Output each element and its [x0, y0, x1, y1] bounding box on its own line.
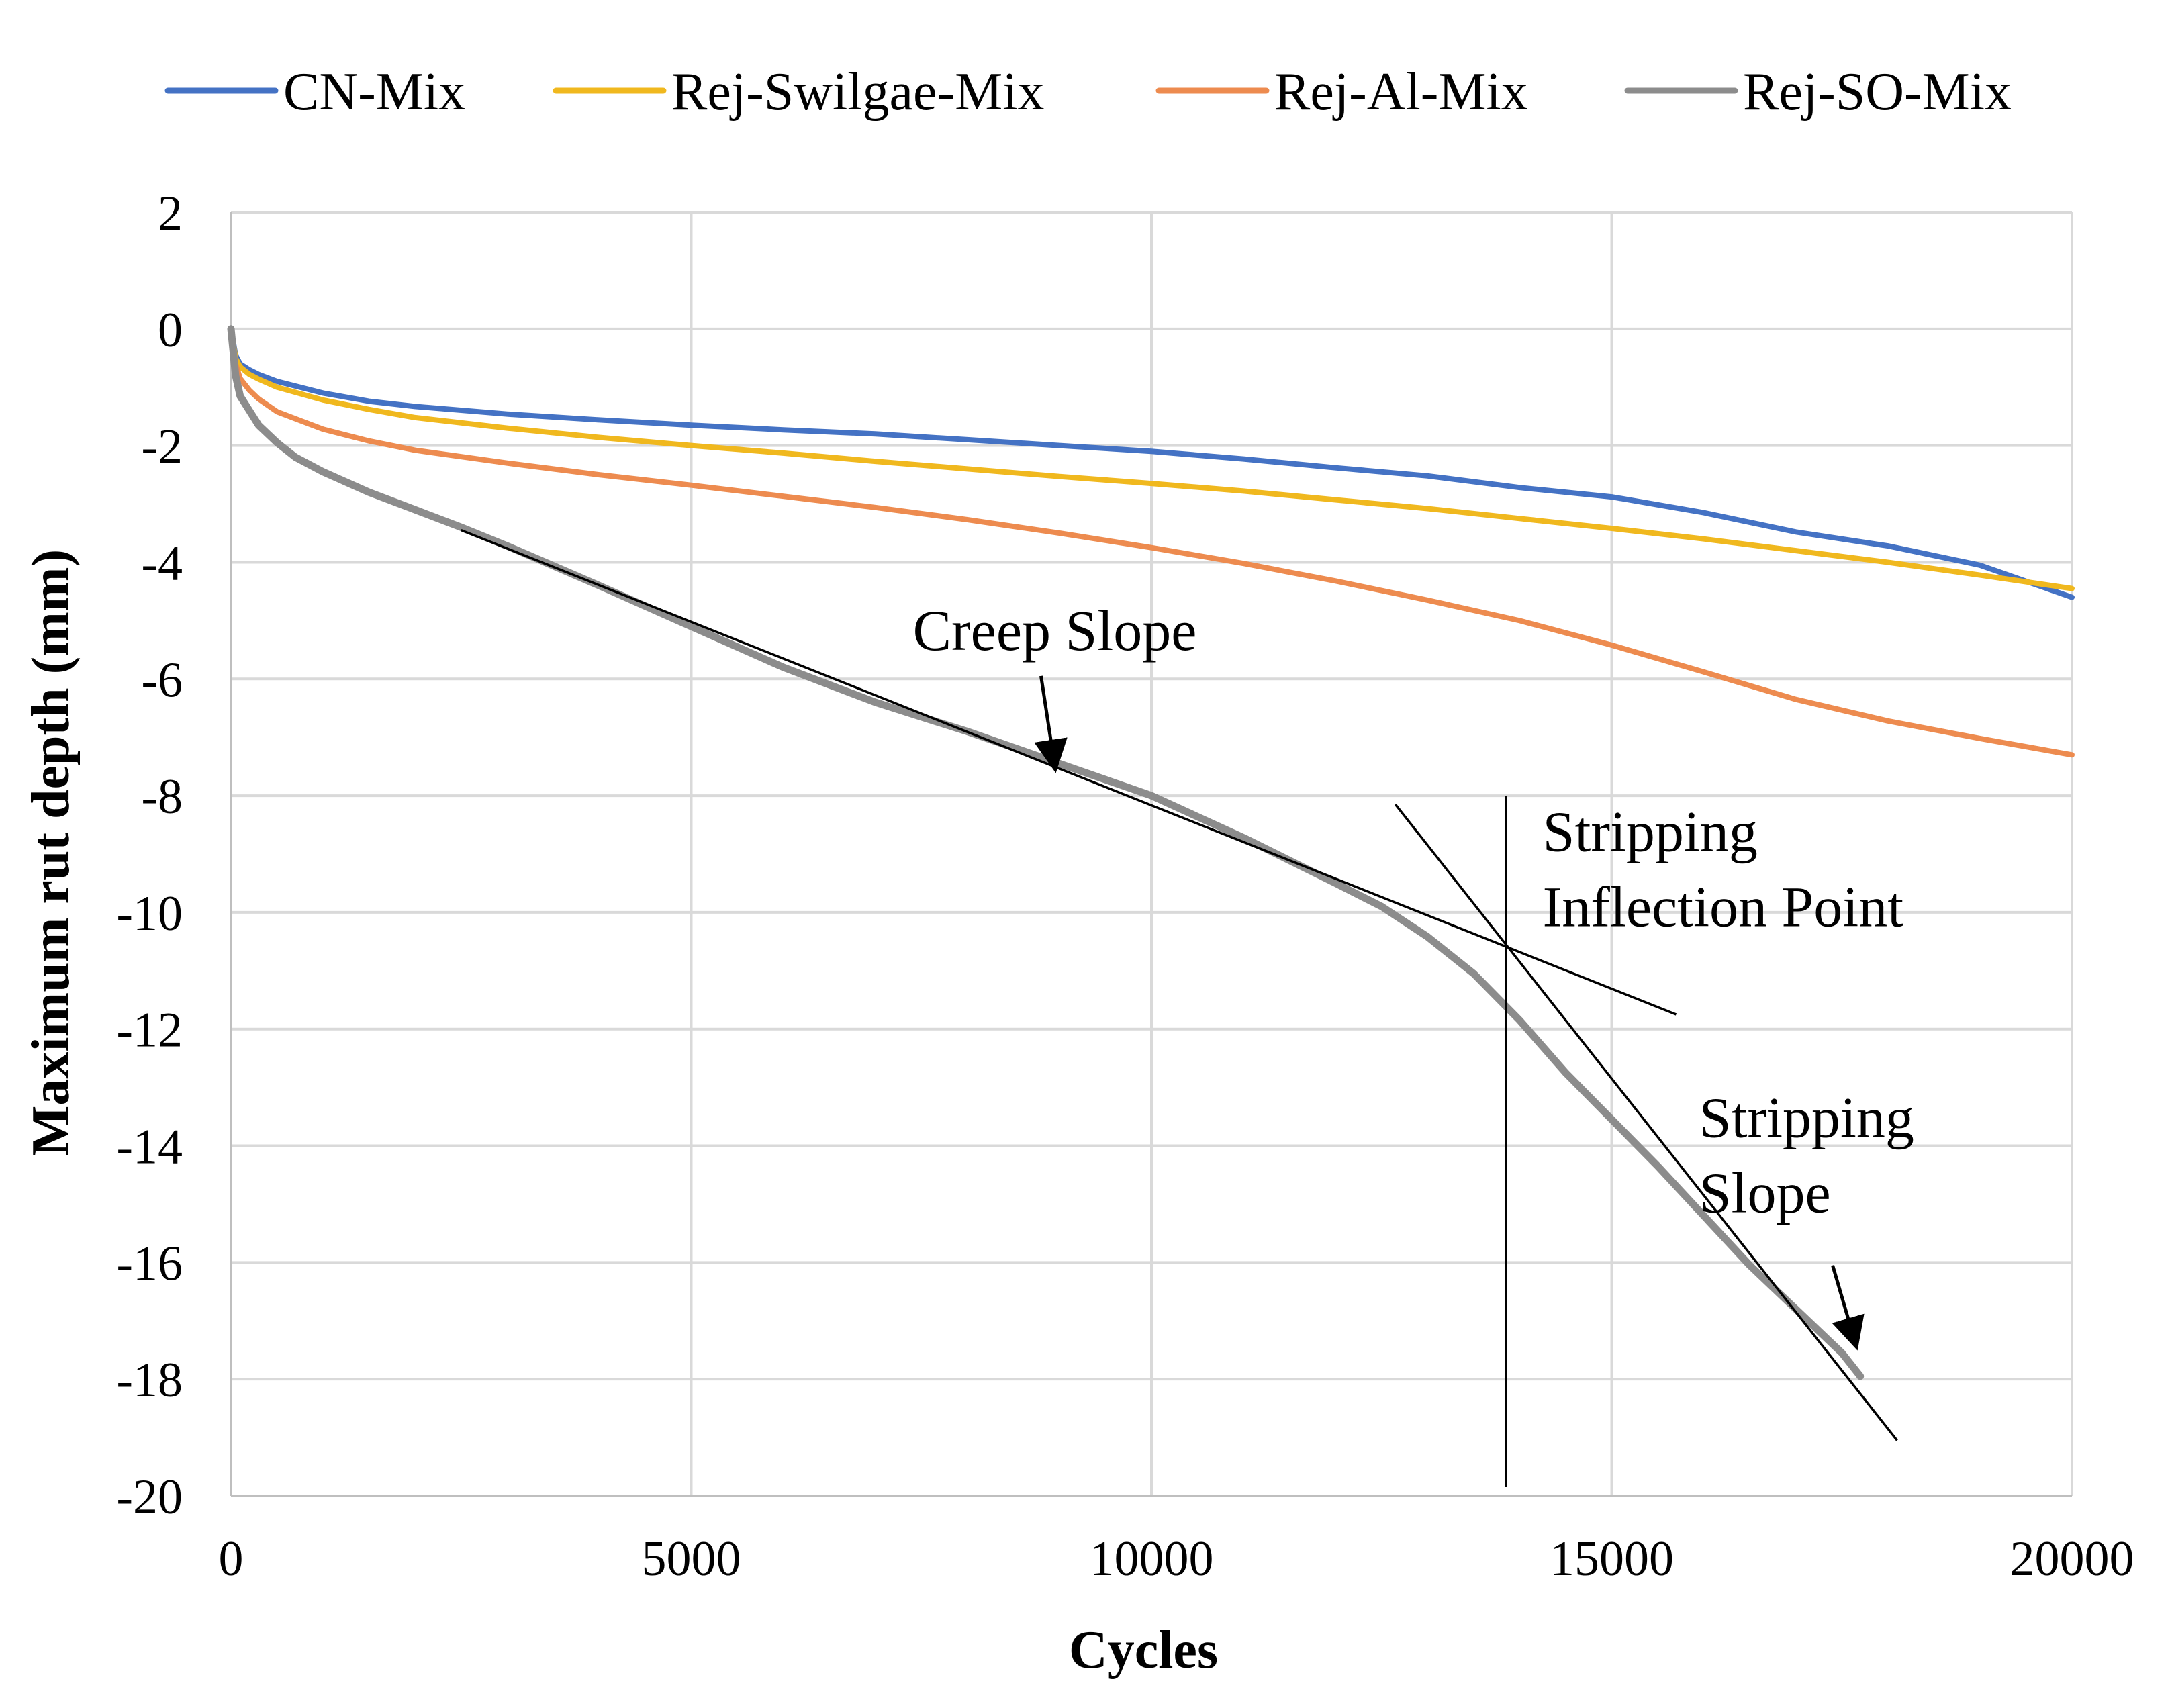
- stripping-inflection-point-label: Stripping: [1543, 800, 1758, 864]
- creep-slope-line: [461, 529, 1677, 1016]
- legend: CN-Mix Rej-Swilgae-Mix Rej-Al-Mix Rej-SO-Mi…: [164, 62, 2012, 122]
- creep-slope-arrow: [1034, 675, 1068, 773]
- stripping-slope-label: Stripping: [1699, 1086, 1914, 1150]
- y-tick-label: 2: [158, 186, 183, 241]
- y-tick-label: -4: [141, 536, 183, 591]
- stripping-inflection-point-label: Inflection Point: [1543, 875, 1904, 939]
- y-tick-label: -14: [116, 1120, 183, 1175]
- legend-label-cn-mix: CN-Mix: [283, 62, 465, 122]
- y-tick-label: -18: [116, 1353, 183, 1408]
- x-tick-label: 20000: [2010, 1531, 2134, 1586]
- creep-slope-label: Creep Slope: [913, 598, 1197, 663]
- x-tick-label: 10000: [1090, 1531, 1214, 1586]
- y-tick-label: -8: [141, 769, 183, 824]
- annotations: Creep Slope Stripping Inflection Point Stri…: [461, 529, 1914, 1487]
- series-line-rej-swilgae-mix: [228, 326, 2075, 591]
- legend-label-rej-al-mix: Rej-Al-Mix: [1274, 62, 1528, 122]
- axis-titles: Cycles Maximum rut depth (mm): [21, 549, 1218, 1680]
- series-line-rej-al-mix: [228, 326, 2075, 758]
- y-tick-label: -6: [141, 653, 183, 708]
- stripping-slope-label: Slope: [1699, 1161, 1831, 1225]
- y-tick-label: 0: [158, 303, 183, 358]
- y-tick-label: -10: [116, 886, 183, 941]
- stripping-slope-line: [1394, 804, 1898, 1441]
- stripping-slope-arrow: [1831, 1265, 1865, 1351]
- y-tick-label: -16: [116, 1236, 183, 1291]
- legend-label-rej-swilgae-mix: Rej-Swilgae-Mix: [671, 62, 1044, 122]
- y-tick-label: -20: [116, 1470, 183, 1525]
- series-line-cn-mix: [228, 326, 2075, 600]
- y-tick-label: -12: [116, 1003, 183, 1058]
- x-tick-label: 0: [219, 1531, 244, 1586]
- x-tick-label: 5000: [642, 1531, 741, 1586]
- x-tick-label: 15000: [1550, 1531, 1674, 1586]
- y-tick-label: -2: [141, 420, 183, 475]
- legend-label-rej-so-mix: Rej-SO-Mix: [1743, 62, 2012, 122]
- axes: 2 0 -2 -4 -6 -8 -10 -12 -14 -16 -18 -20 0 5000 10000 15…: [116, 186, 2134, 1586]
- x-axis-title: Cycles: [1069, 1621, 1218, 1680]
- y-axis-title: Maximum rut depth (mm): [21, 549, 81, 1156]
